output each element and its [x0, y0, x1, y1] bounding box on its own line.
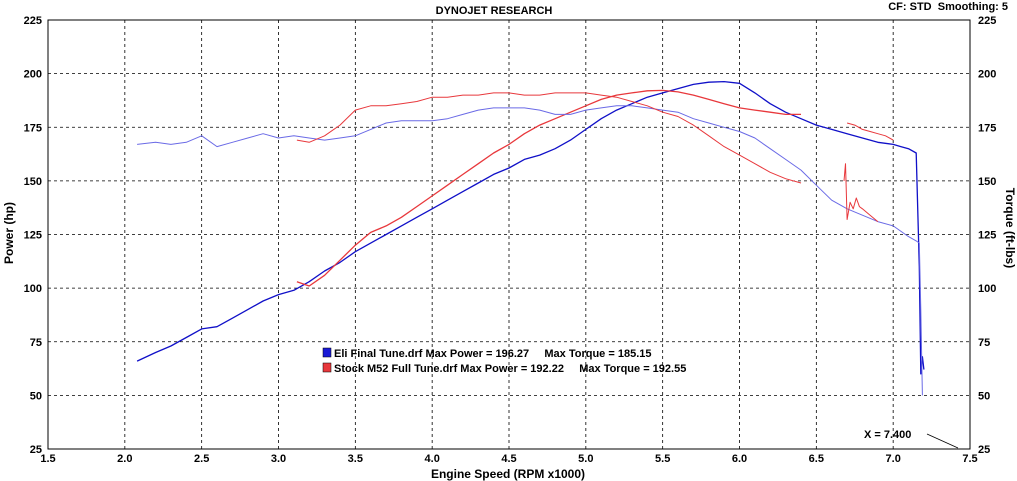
x-tick-label: 2.0: [117, 453, 132, 465]
x-tick-label: 6.5: [809, 453, 824, 465]
grid-lines: [48, 20, 970, 449]
x-tick-label: 4.5: [501, 453, 516, 465]
legend-swatch-red: [322, 362, 332, 373]
y-axis-label-left: Power (hp): [2, 202, 16, 264]
series-line-2: [137, 105, 923, 396]
y-tick-label-right: 150: [978, 176, 996, 188]
y-tick-label-left: 150: [24, 176, 42, 188]
x-tick-label: 5.5: [655, 453, 670, 465]
series-layer: [136, 80, 925, 396]
y-tick-label-left: 225: [24, 15, 42, 27]
legend: Eli Final Tune.drf Max Power = 196.27 Ma…: [322, 347, 686, 375]
x-tick-label: 5.0: [578, 453, 593, 465]
header-right: CF: STD Smoothing: 5: [888, 1, 1008, 13]
x-tick-label: 6.0: [732, 453, 747, 465]
y-tick-label-right: 75: [978, 337, 990, 349]
y-tick-label-right: 125: [978, 230, 996, 242]
series-line-5: [843, 163, 879, 222]
x-tick-label: 7.0: [886, 453, 901, 465]
y-tick-label-left: 125: [24, 230, 42, 242]
y-tick-label-left: 25: [30, 444, 42, 456]
y-tick-label-left: 100: [24, 283, 42, 295]
cursor-pointer-line: [926, 433, 959, 449]
y-tick-label-left: 50: [30, 390, 42, 402]
y-tick-label-right: 100: [978, 283, 996, 295]
y-tick-label-right: 200: [978, 69, 996, 81]
legend-swatch-blue: [322, 347, 332, 358]
y-axis-label-right: Torque (ft-lbs): [1003, 188, 1017, 268]
y-tick-label-left: 200: [24, 69, 42, 81]
x-tick-label: 2.5: [194, 453, 209, 465]
tick-labels: 1.5 2.0 2.5 3.0 3.5 4.0 4.5 5.0 5.5 6.0 6.5 7.0 7.52…: [24, 15, 997, 465]
series-line-0: [136, 80, 925, 375]
y-tick-label-right: 175: [978, 122, 996, 134]
series-line-1: [296, 89, 801, 287]
x-tick-label: 4.0: [425, 453, 440, 465]
chart-title: DYNOJET RESEARCH: [436, 5, 553, 17]
y-tick-label-right: 50: [978, 390, 990, 402]
y-tick-label-right: 25: [978, 444, 990, 456]
y-tick-label-left: 175: [24, 122, 42, 134]
cursor-readout: X = 7.400: [864, 429, 911, 441]
y-tick-label-right: 225: [978, 15, 996, 27]
legend-entry-stock: Stock M52 Full Tune.drf Max Power = 192.…: [334, 363, 686, 375]
y-tick-label-left: 75: [30, 337, 42, 349]
legend-entry-eli: Eli Final Tune.drf Max Power = 196.27 Ma…: [334, 348, 652, 360]
x-axis-label: Engine Speed (RPM x1000): [431, 467, 585, 481]
x-tick-label: 3.5: [348, 453, 363, 465]
series-line-4: [846, 122, 894, 141]
x-tick-label: 3.0: [271, 453, 286, 465]
plot-frame: [47, 19, 971, 450]
x-tick-label: 1.5: [40, 453, 55, 465]
x-tick-label: 7.5: [962, 453, 977, 465]
series-line-3: [296, 92, 802, 184]
